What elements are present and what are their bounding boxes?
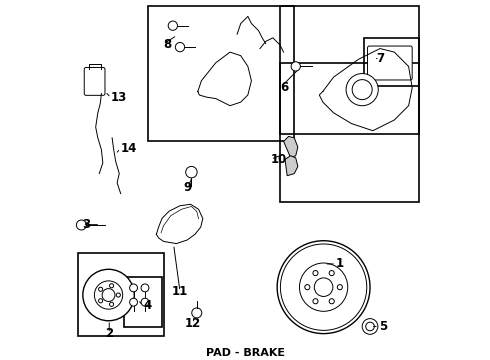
Circle shape [346,73,378,106]
Circle shape [291,62,300,71]
Text: 7: 7 [376,52,385,65]
Circle shape [130,284,138,292]
Circle shape [329,299,334,304]
Circle shape [95,281,122,309]
Circle shape [313,270,318,276]
Bar [148,6,294,141]
Circle shape [313,299,318,304]
Bar [124,277,162,327]
Circle shape [352,80,372,100]
Text: 11: 11 [172,285,188,298]
Text: PAD - BRAKE: PAD - BRAKE [205,348,285,358]
Circle shape [83,269,134,321]
Circle shape [280,244,367,330]
Text: 8: 8 [163,38,171,51]
Circle shape [277,241,370,334]
Circle shape [192,308,202,318]
Text: 9: 9 [184,181,192,194]
Circle shape [186,166,197,178]
Polygon shape [284,136,298,158]
Bar [364,38,419,86]
Circle shape [116,293,121,297]
Text: 2: 2 [105,327,113,340]
Circle shape [337,285,343,290]
Text: 13: 13 [111,91,127,104]
Text: 10: 10 [270,153,287,166]
FancyBboxPatch shape [368,46,412,80]
Bar [280,63,419,202]
Bar [280,6,419,134]
Circle shape [130,298,138,306]
Circle shape [102,289,115,301]
Circle shape [175,42,185,52]
Circle shape [314,278,333,296]
Text: 14: 14 [121,142,137,155]
Text: 5: 5 [379,320,387,333]
Circle shape [362,319,378,334]
Circle shape [366,322,374,331]
Circle shape [299,263,348,311]
Text: 3: 3 [82,218,91,231]
Circle shape [109,284,114,288]
Circle shape [305,285,310,290]
Text: 12: 12 [185,317,201,330]
Text: 1: 1 [336,257,344,270]
Circle shape [141,284,149,292]
Text: 6: 6 [281,81,289,94]
Polygon shape [285,156,298,176]
Circle shape [109,302,114,306]
Bar [78,253,164,337]
Circle shape [76,220,86,230]
Circle shape [141,298,149,306]
Circle shape [98,287,103,291]
Circle shape [329,270,334,276]
Text: 4: 4 [143,299,151,312]
Circle shape [168,21,177,30]
FancyBboxPatch shape [84,67,105,95]
Circle shape [98,299,103,303]
